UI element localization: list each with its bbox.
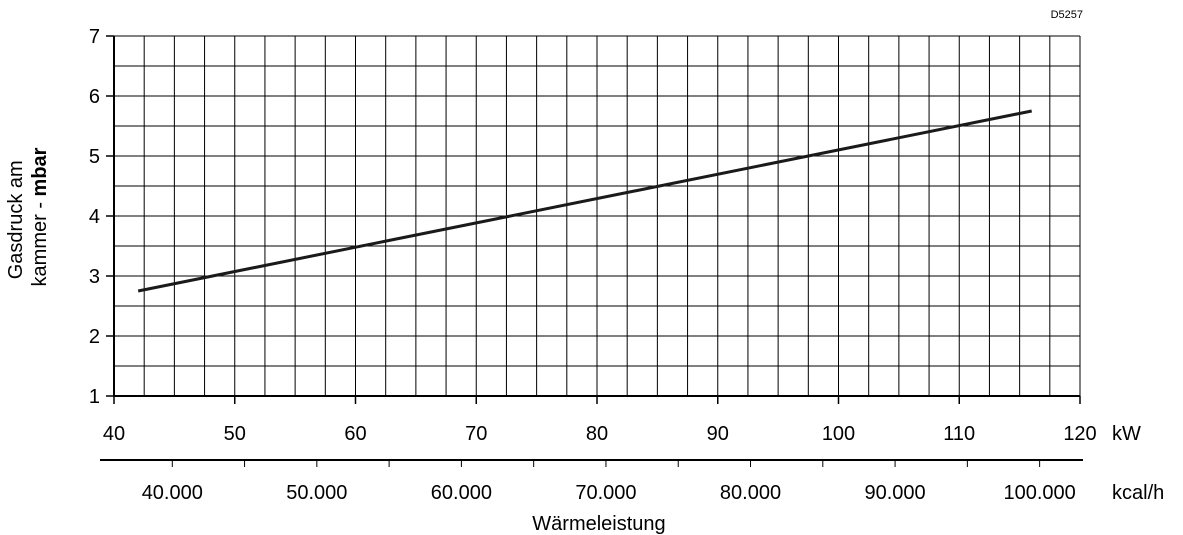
x-tick-label: 90 [707, 423, 729, 445]
secondary-tick-label: 40.000 [142, 482, 203, 504]
y-tick-label: 4 [89, 206, 100, 228]
x-unit-label: kW [1112, 423, 1141, 445]
x-tick-label: 60 [344, 423, 366, 445]
x-tick-label: 80 [586, 423, 608, 445]
x-tick-label: 100 [822, 423, 855, 445]
y-tick-label: 2 [89, 326, 100, 348]
secondary-tick-label: 70.000 [575, 482, 636, 504]
secondary-tick-label: 50.000 [286, 482, 347, 504]
secondary-tick-label: 60.000 [431, 482, 492, 504]
chart-code: D5257 [1051, 9, 1083, 21]
secondary-tick-label: 100.000 [1003, 482, 1075, 504]
axes [100, 35, 1083, 467]
x-axis-label: Wärmeleistung [532, 513, 665, 535]
secondary-unit-label: kcal/h [1112, 482, 1164, 504]
y-tick-label: 1 [89, 386, 100, 408]
secondary-tick-label: 80.000 [720, 482, 781, 504]
y-axis-label-line1: Gasdruck am [5, 160, 27, 279]
x-tick-label: 110 [943, 423, 975, 445]
x-tick-label: 120 [1063, 423, 1096, 445]
y-tick-label: 7 [89, 26, 100, 48]
y-tick-label: 5 [89, 146, 100, 168]
x-tick-label: 50 [224, 423, 246, 445]
labels-layer: D5257 Gasdruck am kammer - mbar kW kcal/… [5, 9, 1164, 535]
y-tick-label: 3 [89, 266, 100, 288]
y-axis-label-prefix: kammer - [29, 196, 51, 286]
x-tick-label: 70 [465, 423, 487, 445]
series-layer [137, 109, 1032, 293]
y-tick-label: 6 [89, 86, 100, 108]
y-axis-label: Gasdruck am kammer - mbar [5, 147, 51, 286]
y-axis-label-line2: kammer - mbar [29, 147, 51, 286]
secondary-tick-label: 90.000 [864, 482, 925, 504]
y-axis-label-unit: mbar [29, 147, 51, 196]
x-tick-label: 40 [103, 423, 125, 445]
series-line [137, 109, 1032, 293]
grid [114, 35, 1081, 396]
